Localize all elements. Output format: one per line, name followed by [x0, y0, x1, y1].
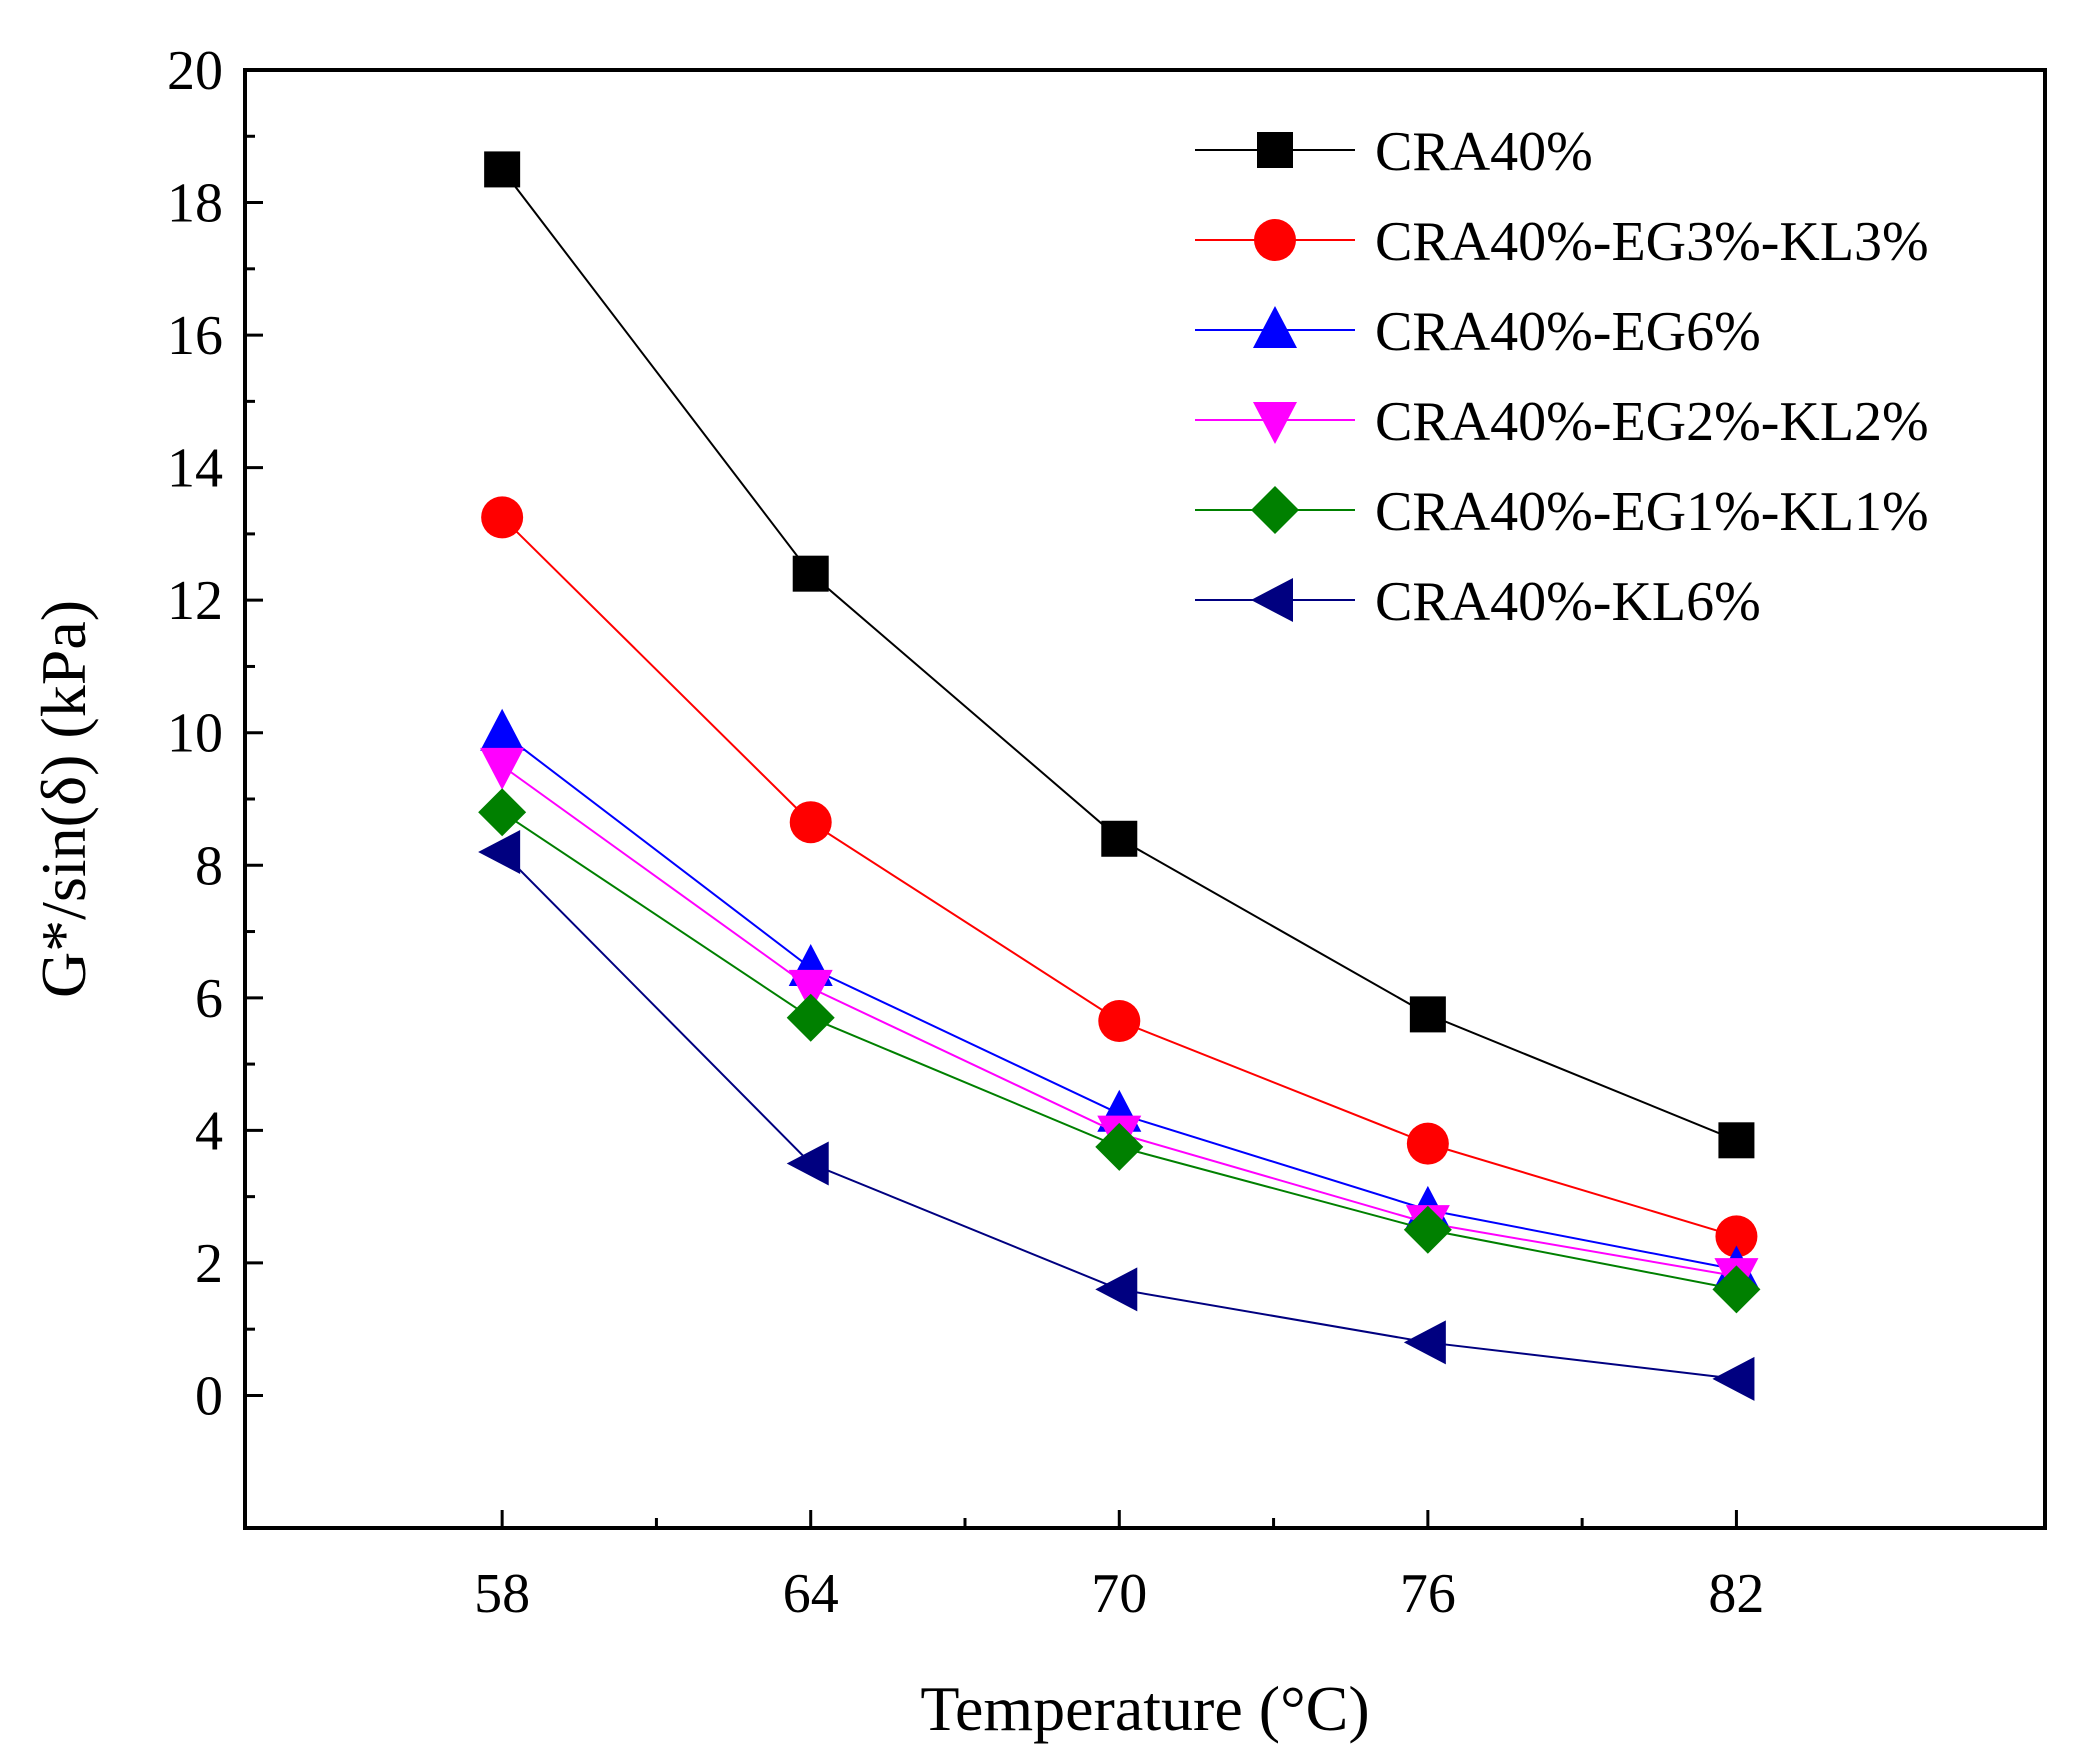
- series-5: [478, 788, 1761, 1314]
- y-tick-label: 18: [167, 173, 223, 235]
- data-point: [1712, 1356, 1755, 1401]
- y-axis-title: G*/sin(δ) (kPa): [28, 600, 99, 998]
- data-point: [792, 555, 829, 592]
- legend-marker: [1257, 132, 1293, 168]
- legend-label: CRA40%-EG2%-KL2%: [1375, 391, 1929, 453]
- data-point: [1406, 1122, 1449, 1165]
- legend-marker: [1253, 306, 1297, 348]
- x-tick-label: 64: [783, 1563, 839, 1625]
- data-point: [789, 801, 832, 844]
- legend-label: CRA40%-EG6%: [1375, 301, 1761, 363]
- data-point: [1095, 1122, 1144, 1171]
- legend-marker: [1253, 402, 1297, 444]
- legend-item: CRA40%-EG2%-KL2%: [1195, 391, 1929, 453]
- legend-marker: [1254, 219, 1296, 261]
- legend-item: CRA40%-KL6%: [1195, 571, 1761, 633]
- data-point: [1409, 996, 1446, 1033]
- series-layer: [478, 151, 1761, 1401]
- x-axis-title: Temperature (°C): [920, 1673, 1369, 1744]
- series-3: [480, 708, 1759, 1288]
- legend-item: CRA40%-EG3%-KL3%: [1195, 211, 1929, 273]
- data-point: [481, 496, 524, 539]
- legend-label: CRA40%-EG1%-KL1%: [1375, 481, 1929, 543]
- legend-item: CRA40%-EG6%: [1195, 301, 1761, 363]
- series-line: [501, 811, 1737, 1291]
- y-axis-ticks: 0 2 4 6 8 10 12 14 16 18 20: [167, 40, 263, 1427]
- series-1: [484, 151, 1755, 1159]
- data-point: [788, 969, 833, 1012]
- x-tick-label: 82: [1708, 1563, 1764, 1625]
- legend-label: CRA40%-EG3%-KL3%: [1375, 211, 1929, 273]
- y-tick-label: 8: [195, 835, 223, 897]
- data-point: [1098, 1000, 1141, 1043]
- y-tick-label: 4: [195, 1100, 223, 1162]
- data-point: [484, 151, 521, 188]
- y-tick-label: 10: [167, 703, 223, 765]
- data-point: [786, 1141, 829, 1186]
- data-point: [478, 788, 527, 837]
- plot-frame: [243, 68, 2047, 1530]
- y-tick-label: 20: [167, 40, 223, 102]
- y-tick-label: 6: [195, 968, 223, 1030]
- data-point: [480, 747, 525, 790]
- legend-marker: [1251, 486, 1299, 534]
- x-tick-label: 76: [1400, 1563, 1456, 1625]
- legend-item: CRA40%-EG1%-KL1%: [1195, 481, 1929, 543]
- data-point: [1712, 1265, 1761, 1314]
- data-point: [1403, 1205, 1452, 1254]
- data-point: [1095, 1267, 1138, 1312]
- series-2: [481, 496, 1758, 1258]
- legend-label: CRA40%: [1375, 121, 1593, 183]
- data-point: [1715, 1215, 1758, 1258]
- data-point: [480, 708, 525, 751]
- y-tick-label: 2: [195, 1233, 223, 1295]
- y-tick-label: 14: [167, 438, 223, 500]
- data-point: [1403, 1320, 1446, 1365]
- data-point: [478, 830, 521, 875]
- y-tick-label: 0: [195, 1365, 223, 1427]
- data-point: [1718, 1122, 1755, 1159]
- legend-marker: [1251, 578, 1293, 622]
- legend: CRA40% CRA40%-EG3%-KL3% CRA40%-EG6% CRA40%-…: [1195, 121, 1929, 633]
- series-6: [478, 830, 1755, 1401]
- legend-item: CRA40%: [1195, 121, 1593, 183]
- y-tick-label: 12: [167, 570, 223, 632]
- y-tick-label: 16: [167, 305, 223, 367]
- data-point: [1101, 820, 1138, 857]
- legend-label: CRA40%-KL6%: [1375, 571, 1761, 633]
- x-axis-ticks: 58 64 70 76 82: [474, 1510, 1764, 1625]
- data-point: [786, 993, 835, 1042]
- x-tick-label: 58: [474, 1563, 530, 1625]
- x-tick-label: 70: [1091, 1563, 1147, 1625]
